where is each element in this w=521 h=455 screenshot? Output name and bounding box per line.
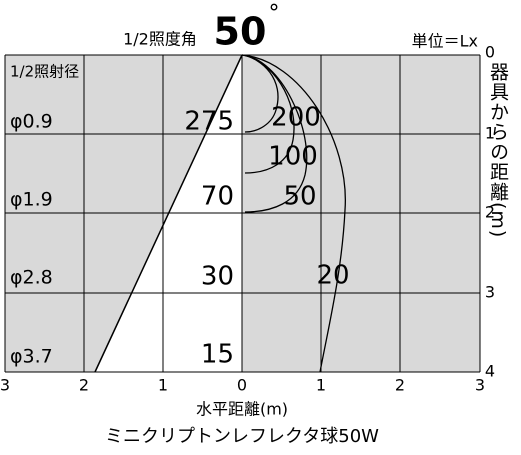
left-label: 1/2照射径 — [10, 63, 79, 81]
x-tick-label: 3 — [475, 376, 485, 395]
contour-label: 100 — [268, 142, 318, 172]
diameter-label: φ0.9 — [10, 111, 53, 133]
x-tick-label: 3 — [0, 376, 10, 395]
center-value: 275 — [184, 107, 234, 137]
curve-50 — [241, 54, 308, 213]
degree: ° — [269, 1, 280, 26]
unit: 単位＝Lx — [412, 32, 478, 51]
diameter-label: φ1.9 — [10, 189, 53, 211]
diameter-label: φ3.7 — [10, 346, 53, 368]
y-tick-label: 4 — [485, 362, 495, 381]
caption: ミニクリプトンレフレクタ球50W — [105, 426, 379, 447]
y-tick-label: 2 — [485, 203, 495, 222]
diameter-label: φ2.8 — [10, 267, 53, 289]
center-value: 70 — [201, 182, 234, 212]
x-tick-label: 2 — [79, 376, 89, 395]
curve-20 — [241, 54, 346, 373]
y-tick-label: 0 — [485, 43, 495, 62]
contour-label: 50 — [283, 182, 316, 212]
y-tick-label: 3 — [485, 283, 495, 302]
x-tick-label: 1 — [158, 376, 168, 395]
x-tick-label: 1 — [316, 376, 326, 395]
contour-label: 20 — [316, 261, 349, 291]
x-tick-label: 0 — [237, 376, 247, 395]
isolux-curves — [241, 54, 346, 373]
center-value: 15 — [201, 340, 234, 370]
y-tick-label: 1 — [485, 124, 495, 143]
beam-edge — [94, 54, 243, 373]
center-value: 30 — [201, 262, 234, 292]
angle-label: 1/2照度角 — [123, 30, 197, 49]
y-axis-label: 器具からの距離(m) — [487, 62, 509, 239]
contour-label: 200 — [271, 103, 321, 133]
x-axis-label: 水平距離(m) — [196, 400, 288, 419]
x-tick-label: 2 — [395, 376, 405, 395]
angle-value: 50 — [214, 10, 267, 54]
grid — [4, 54, 481, 373]
